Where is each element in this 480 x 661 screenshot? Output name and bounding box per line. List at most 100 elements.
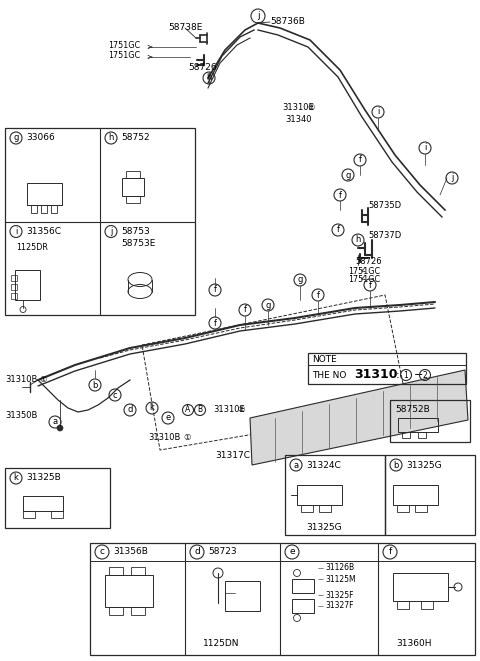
Bar [393,485,438,505]
Text: d: d [127,405,132,414]
Bar [122,178,144,196]
Bar [385,455,475,535]
Text: ①: ① [183,434,191,442]
Text: g: g [265,301,271,309]
Text: 31360H: 31360H [396,639,432,648]
Text: NOTE: NOTE [312,354,337,364]
Bar [418,432,426,438]
Bar [393,573,448,601]
Text: 31310: 31310 [354,368,397,381]
Text: −: − [414,370,423,380]
Bar [308,353,466,384]
Bar [131,607,145,615]
Text: 31310B: 31310B [148,434,180,442]
Text: 58752B: 58752B [395,405,430,414]
Text: 31310E: 31310E [282,104,314,112]
Text: 58738E: 58738E [168,24,203,32]
Text: 31325B: 31325B [26,473,61,483]
Text: 31325G: 31325G [406,461,442,469]
Bar [126,196,140,203]
Text: 58737D: 58737D [368,231,401,239]
Text: ②: ② [237,405,244,414]
Text: j: j [110,227,112,236]
Text: g: g [13,134,19,143]
Text: 58735D: 58735D [368,200,401,210]
Text: 31356B: 31356B [113,547,148,557]
Bar [27,183,62,205]
Text: 33066: 33066 [26,134,55,143]
Text: 31327F: 31327F [325,602,353,611]
Text: i: i [424,143,426,153]
Text: A: A [185,405,191,414]
Text: i: i [377,108,379,116]
Text: 58753: 58753 [121,227,150,236]
Text: 31317C: 31317C [215,451,250,459]
Text: b: b [393,461,399,469]
Text: g: g [345,171,351,180]
Text: e: e [166,414,170,422]
Text: f: f [243,305,247,315]
Text: ①: ① [39,375,47,385]
Bar [41,205,47,213]
Bar [11,284,17,290]
Text: k: k [150,403,155,412]
Text: b: b [92,381,98,389]
Bar [126,171,140,178]
Text: THE NO: THE NO [312,371,347,379]
Text: j: j [257,11,259,20]
Bar [5,468,110,528]
Text: 1751GC: 1751GC [108,52,140,61]
Text: 1: 1 [404,371,408,379]
Text: 31126B: 31126B [325,563,354,572]
Text: 58726: 58726 [188,63,216,73]
Text: 31324C: 31324C [306,461,341,469]
Text: 1125DR: 1125DR [16,243,48,252]
Text: f: f [316,290,320,299]
Bar [415,505,427,512]
Bar [292,579,314,593]
Text: ②: ② [307,104,314,112]
Bar [292,599,314,613]
Text: f: f [338,190,341,200]
Bar [90,543,475,655]
Text: f: f [388,547,392,557]
Text: a: a [293,461,299,469]
Text: h: h [206,73,212,83]
Text: k: k [13,473,18,483]
Text: 58726: 58726 [355,258,382,266]
Bar [31,205,37,213]
Bar [131,567,145,575]
Text: 31125M: 31125M [325,574,356,584]
Bar [11,293,17,299]
Bar [15,270,40,299]
Text: 58753E: 58753E [121,239,156,248]
Text: f: f [214,319,216,327]
Text: 58723: 58723 [208,547,237,557]
Text: f: f [359,155,361,165]
Bar [402,432,410,438]
Bar [109,567,123,575]
Text: e: e [289,547,295,557]
Bar [301,505,313,512]
Bar [398,418,438,432]
Text: c: c [113,391,117,399]
Bar [11,274,17,280]
Bar [23,511,35,518]
Text: a: a [52,418,58,426]
Text: c: c [99,547,105,557]
Bar [390,400,470,442]
Text: 58752: 58752 [121,134,150,143]
Text: h: h [108,134,114,143]
Text: 31310E: 31310E [213,405,245,414]
Bar [225,581,260,611]
Text: :: : [396,370,400,380]
Text: 1751GC: 1751GC [348,268,380,276]
Text: g: g [297,276,303,284]
Text: 2: 2 [422,371,427,379]
Bar [51,205,57,213]
Bar [397,601,409,609]
Bar [23,496,63,511]
Text: 31340: 31340 [285,116,312,124]
Bar [319,505,331,512]
Text: 58736B: 58736B [270,17,305,26]
